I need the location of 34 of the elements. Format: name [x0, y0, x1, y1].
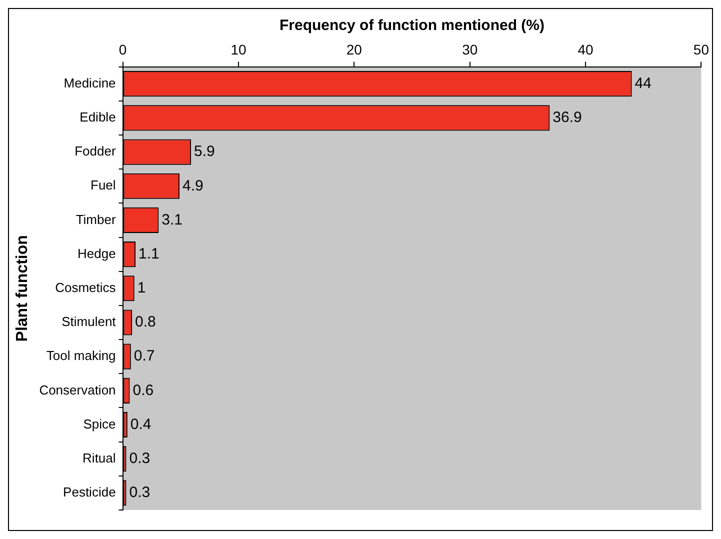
y-tick-label: Edible: [80, 110, 116, 125]
y-tick-label: Conservation: [39, 382, 116, 398]
y-tick-label: Ritual: [82, 450, 116, 466]
y-tick-label: Pesticide: [63, 484, 116, 500]
data-label: 36.9: [552, 109, 582, 126]
data-label: 0.3: [129, 450, 150, 467]
data-label: 44: [634, 74, 652, 92]
data-label: 0.8: [135, 314, 156, 331]
y-tick-label: Fuel: [90, 178, 116, 193]
y-tick-label: Cosmetics: [55, 280, 116, 295]
x-tick-label: 30: [462, 41, 478, 58]
data-label: 0.7: [134, 348, 155, 365]
data-label: 0.3: [129, 484, 150, 502]
y-axis-title: Plant function: [14, 235, 32, 342]
data-label: 3.1: [162, 211, 183, 228]
x-tick-label: 50: [693, 41, 710, 58]
data-label: 0.6: [132, 382, 154, 399]
y-tick-label: Stimulent: [62, 314, 116, 330]
y-tick-label: Tool making: [46, 348, 116, 364]
data-label: 0.4: [130, 416, 152, 433]
data-label: 5.9: [194, 143, 215, 160]
x-axis-title: Frequency of function mentioned (%): [280, 17, 545, 34]
y-tick-label: Fodder: [74, 144, 116, 159]
y-tick-label: Spice: [83, 416, 116, 432]
data-label: 1.1: [138, 245, 160, 262]
y-tick-label: Medicine: [64, 75, 116, 90]
y-tick-label: Timber: [76, 212, 116, 227]
x-tick-label: 20: [346, 41, 362, 58]
x-tick-label: 0: [118, 41, 127, 58]
y-tick-label: Hedge: [77, 246, 116, 261]
x-tick-label: 10: [230, 41, 246, 58]
data-label: 4.9: [182, 177, 204, 194]
data-label: 1: [137, 280, 146, 297]
x-tick-label: 40: [578, 41, 594, 58]
